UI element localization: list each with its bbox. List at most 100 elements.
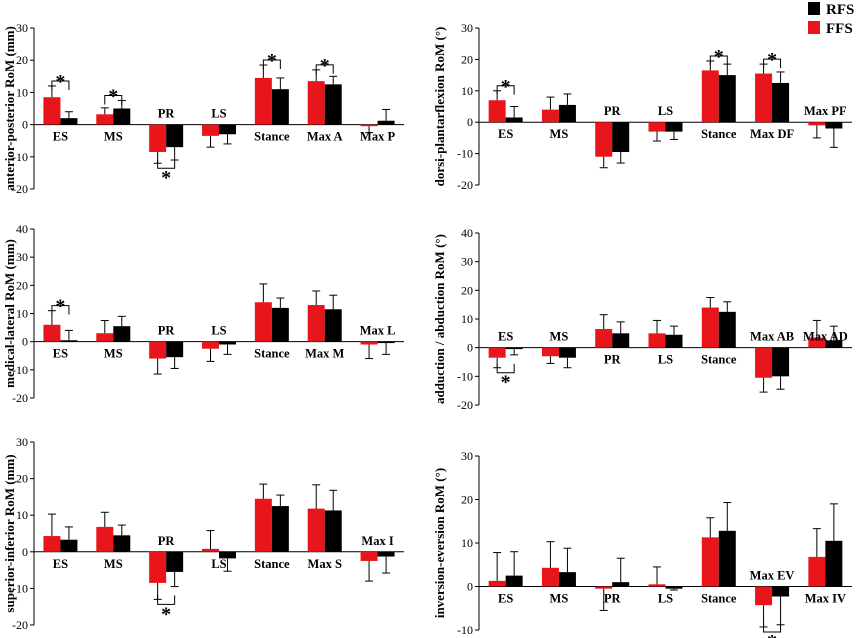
significance-bracket-es: * [51, 71, 70, 93]
y-tick-label: 10 [16, 307, 28, 321]
bar-rfs-stance [718, 311, 736, 348]
significance-star: * [161, 167, 171, 189]
bar-ffs-ms [541, 347, 559, 357]
significance-bracket-stance: * [709, 46, 728, 68]
category-label-max-pf: Max PF [804, 104, 847, 118]
significance-bracket-line [104, 94, 123, 105]
y-tick-label: -10 [457, 623, 473, 637]
significance-star: * [161, 603, 171, 625]
category-label-es: ES [498, 592, 513, 606]
bar-rfs-ls [665, 122, 683, 132]
y-tick-label: 20 [16, 278, 28, 292]
bar-rfs-max-pf [825, 122, 843, 129]
bar-rfs-stance [718, 75, 736, 123]
significance-star: * [767, 49, 777, 71]
category-label-stance: Stance [701, 353, 737, 367]
y-tick-label: 20 [16, 53, 28, 67]
bar-ffs-pr [595, 122, 613, 157]
bar-ffs-max-df [755, 73, 773, 123]
category-label-stance: Stance [254, 557, 290, 571]
significance-bracket-line [315, 64, 334, 74]
y-tick-label: 0 [22, 118, 28, 132]
chart-panel-3: -20 -10 0 10 20 30 40 medical-lateral RoM (mm) E… [2, 222, 404, 405]
bar-rfs-ms [113, 108, 131, 125]
category-label-max-df: Max DF [750, 127, 794, 141]
bar-rfs-es [60, 340, 78, 342]
y-tick-label: 0 [467, 580, 473, 594]
y-tick-label: 20 [461, 52, 473, 66]
y-tick-label: -10 [457, 369, 473, 383]
bar-rfs-ms [558, 104, 576, 123]
significance-bracket-pr: * [157, 595, 176, 625]
y-tick-label: 10 [16, 85, 28, 99]
y-tick-label: 20 [16, 472, 28, 486]
bar-rfs-es [505, 575, 523, 587]
bar-rfs-ls [665, 586, 683, 589]
bar-ffs-stance [254, 302, 272, 342]
bar-ffs-pr [595, 586, 613, 589]
category-label-max-p: Max P [360, 130, 395, 144]
category-label-max-m: Max M [305, 347, 344, 361]
bar-rfs-es [60, 539, 78, 552]
bar-rfs-es [60, 118, 78, 125]
category-label-es: ES [498, 330, 513, 344]
y-tick-label: 30 [16, 435, 28, 449]
legend-label-rfs: RFS [826, 2, 854, 18]
bar-ffs-es [488, 100, 506, 123]
category-label-max-l: Max L [360, 324, 396, 338]
category-label-es: ES [53, 130, 68, 144]
bar-ffs-max-ev [755, 586, 773, 606]
significance-star: * [55, 296, 65, 318]
significance-bracket-es: * [496, 76, 515, 98]
category-label-max-ab: Max AB [750, 330, 794, 344]
category-label-es: ES [53, 347, 68, 361]
significance-bracket-pr: * [157, 159, 176, 189]
category-label-ms: MS [104, 347, 123, 361]
significance-bracket-line [763, 622, 782, 633]
bar-ffs-ms [96, 526, 114, 552]
y-tick-label: -20 [457, 398, 473, 412]
y-tick-label: 0 [467, 341, 473, 355]
bar-rfs-pr [612, 582, 630, 587]
bar-ffs-max-iv [808, 556, 826, 587]
significance-bracket-line [157, 159, 176, 169]
bar-ffs-max-i [360, 551, 378, 561]
legend: RFS FFS [808, 2, 854, 37]
chart-panel-6: -10 0 10 20 30 inversion-eversion RoM (°) ES MS… [432, 449, 852, 638]
y-tick-label: 30 [16, 21, 28, 35]
category-label-ls: LS [211, 107, 226, 121]
category-label-pr: PR [604, 592, 622, 606]
category-label-ms: MS [104, 130, 123, 144]
bar-rfs-max-s [324, 510, 342, 552]
significance-bracket-ms: * [104, 85, 123, 107]
category-label-ms: MS [550, 330, 569, 344]
significance-bracket-max-a: * [315, 55, 334, 77]
significance-star: * [714, 46, 724, 68]
bar-ffs-stance [254, 77, 272, 125]
bar-ffs-ls [202, 124, 219, 136]
y-tick-label: 30 [461, 21, 473, 35]
category-label-max-i: Max I [361, 534, 393, 548]
category-label-pr: PR [604, 353, 622, 367]
significance-bracket-es: * [51, 296, 70, 318]
y-tick-label: 20 [461, 493, 473, 507]
y-tick-label: 10 [461, 84, 473, 98]
significance-bracket-line [496, 363, 515, 374]
category-label-ls: LS [211, 324, 226, 338]
y-tick-label: 40 [461, 226, 473, 240]
significance-star: * [108, 85, 118, 107]
legend-label-ffs: FFS [826, 21, 853, 37]
y-axis-label: inversion-eversion RoM (°) [432, 468, 447, 618]
category-label-ms: MS [104, 557, 123, 571]
significance-bracket-max-ev: * [763, 622, 782, 638]
bar-rfs-stance [718, 530, 736, 587]
y-tick-label: -10 [12, 363, 28, 377]
category-label-ls: LS [658, 353, 673, 367]
y-tick-label: 10 [461, 312, 473, 326]
significance-bracket-line [51, 80, 70, 90]
bar-ffs-max-pf [808, 122, 826, 126]
y-tick-label: -20 [12, 182, 28, 196]
chart-panel-2: -20 -10 0 10 20 30 dorsi-plantarflexion RoM (°… [432, 21, 852, 192]
